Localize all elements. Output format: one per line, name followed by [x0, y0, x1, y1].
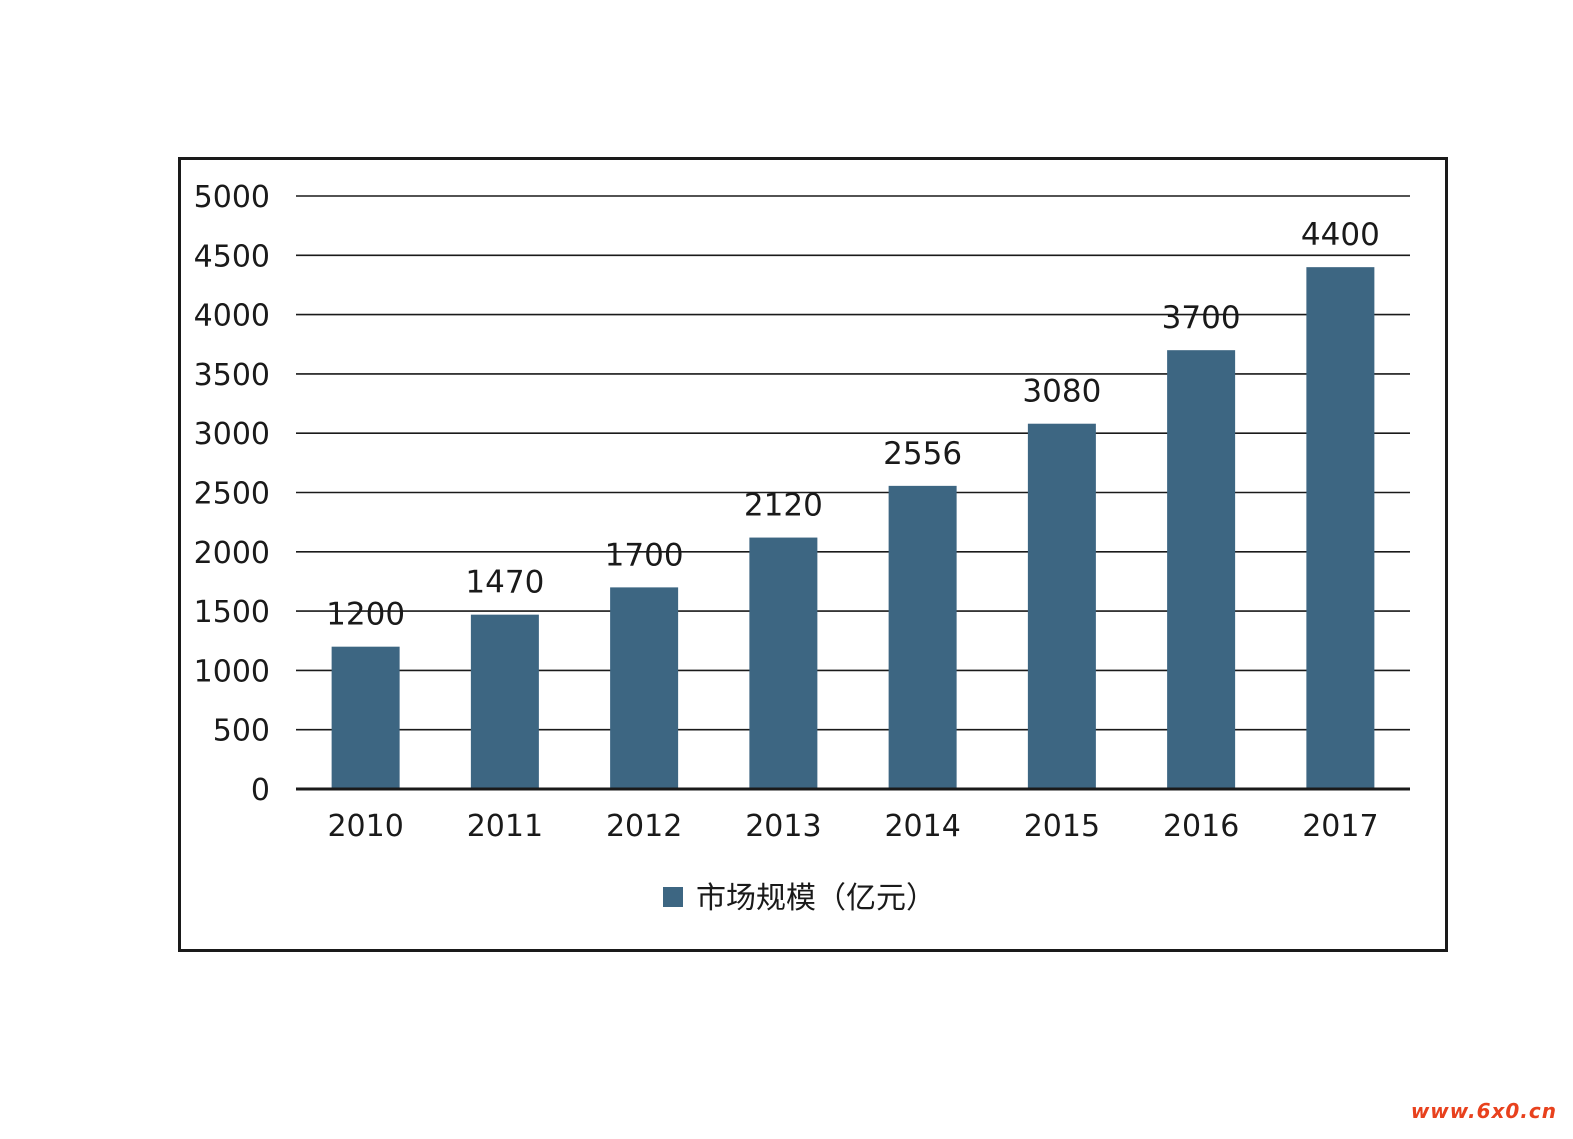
- x-tick-label: 2014: [884, 809, 960, 844]
- y-tick-label: 5000: [194, 180, 270, 215]
- y-tick-label: 500: [213, 714, 270, 749]
- bar: [610, 587, 679, 789]
- data-label: 1470: [465, 565, 544, 601]
- data-label: 1700: [605, 537, 684, 573]
- legend-label: 市场规模（亿元）: [696, 881, 936, 916]
- bar: [1306, 267, 1375, 789]
- x-tick-label: 2015: [1024, 809, 1100, 844]
- x-tick-label: 2012: [606, 809, 682, 844]
- data-label: 1200: [326, 597, 405, 633]
- y-tick-label: 2500: [194, 477, 270, 512]
- y-tick-label: 2000: [194, 536, 270, 571]
- x-tick-label: 2016: [1163, 809, 1239, 844]
- y-axis-tick-labels: 0 500 1000 1500 2000 2500 3000 3500 4000 4500 5000: [194, 180, 270, 808]
- watermark: www.6x0.cn: [1410, 1099, 1557, 1123]
- bar: [749, 537, 818, 789]
- bar: [1027, 423, 1096, 789]
- y-tick-label: 3500: [194, 358, 270, 393]
- x-tick-label: 2017: [1302, 809, 1378, 844]
- bar: [331, 646, 400, 789]
- data-label: 3700: [1162, 300, 1241, 336]
- x-axis-tick-labels: 2010 2011 2012 2013 2014 2015 2016 2017: [327, 809, 1378, 844]
- y-tick-label: 1000: [194, 654, 270, 689]
- y-tick-label: 1500: [194, 595, 270, 630]
- gridlines: [296, 195, 1410, 731]
- bar: [888, 485, 957, 789]
- legend: 市场规模（亿元）: [663, 881, 936, 916]
- bar: [470, 614, 539, 789]
- x-tick-label: 2011: [467, 809, 543, 844]
- data-label: 2556: [883, 436, 962, 472]
- y-tick-label: 4000: [194, 299, 270, 334]
- y-tick-label: 4500: [194, 239, 270, 274]
- legend-swatch: [663, 887, 683, 907]
- x-tick-label: 2013: [745, 809, 821, 844]
- data-label: 4400: [1301, 217, 1380, 253]
- data-label: 2120: [744, 488, 823, 524]
- data-label: 3080: [1022, 374, 1101, 410]
- y-tick-label: 3000: [194, 417, 270, 452]
- y-tick-label: 0: [251, 773, 270, 808]
- x-tick-label: 2010: [327, 809, 403, 844]
- data-labels: 1200 1470 1700 2120 2556 3080 3700 4400: [326, 217, 1380, 633]
- bars: [331, 267, 1375, 789]
- bar: [1167, 350, 1236, 789]
